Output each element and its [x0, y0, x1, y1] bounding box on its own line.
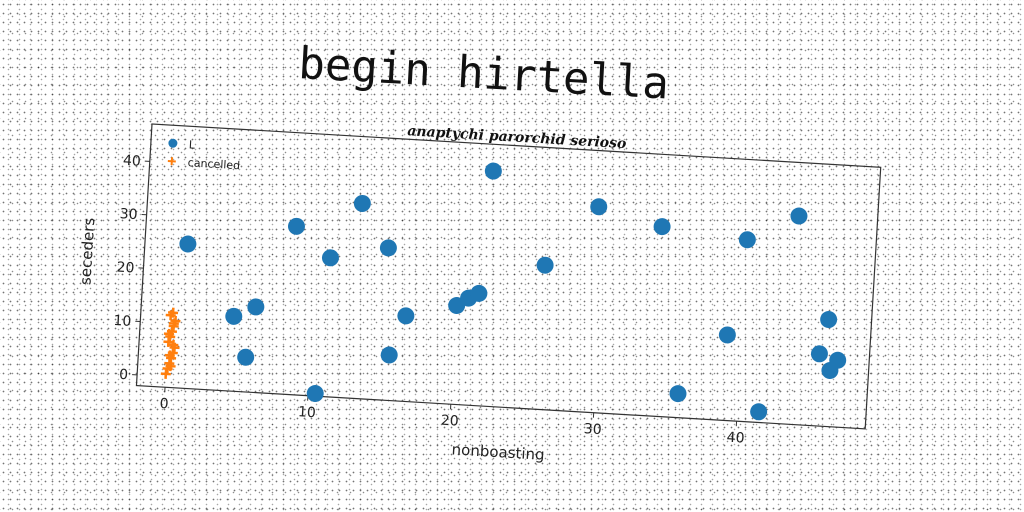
scatter-point-l — [653, 218, 671, 236]
scatter-point-l — [287, 217, 305, 235]
scatter-point-l — [820, 311, 838, 329]
y-axis: 0 10 20 30 40 — [113, 153, 150, 384]
x-tick-label: 0 — [159, 396, 169, 413]
chart-area: 0 10 20 30 40 0 10 20 30 40 anaptychi parorchid … — [76, 123, 882, 464]
scatter-point-l — [669, 385, 687, 403]
scatter-point-cancelled — [160, 368, 171, 379]
scatter-point-cancelled — [163, 328, 174, 339]
scatter-point-l — [470, 284, 488, 302]
legend-marker-cancelled — [167, 157, 176, 166]
x-tick-label: 40 — [726, 430, 745, 447]
scatter-point-l — [353, 194, 371, 212]
scatter-point-l — [306, 384, 324, 402]
scatter-point-l — [397, 307, 415, 325]
scatter-point-l — [590, 198, 608, 216]
scatter-point-l — [237, 348, 255, 366]
legend-label-l: L — [188, 138, 196, 151]
scatter-point-l — [321, 249, 339, 267]
legend-label-cancelled: cancelled — [187, 156, 240, 172]
scatter-point-cancelled — [167, 307, 179, 318]
scatter-point-l — [536, 256, 554, 274]
scatter-point-l — [810, 345, 828, 363]
scatter-point-l — [829, 351, 847, 369]
y-axis-label: seceders — [76, 217, 98, 285]
x-tick-label: 20 — [440, 413, 459, 430]
scatter-point-l — [750, 403, 768, 421]
scatter-point-l — [179, 235, 197, 253]
x-axis: 0 10 20 30 40 — [159, 387, 745, 447]
scatter-point-l — [738, 231, 756, 249]
scatter-point-cancelled — [164, 350, 175, 361]
scatter-point-l — [247, 298, 265, 316]
y-tick-label: 10 — [113, 313, 132, 330]
plot-frame — [135, 123, 882, 430]
y-tick-label: 30 — [119, 206, 138, 223]
x-tick-label: 10 — [298, 404, 317, 421]
scatter-point-cancelled — [165, 361, 176, 372]
scatter-point-l — [380, 346, 398, 364]
scatter-point-l — [225, 307, 243, 325]
legend-marker-l — [168, 138, 178, 148]
scatter-point-l — [379, 239, 397, 257]
y-tick-label: 40 — [122, 153, 141, 170]
x-axis-label: nonboasting — [451, 440, 545, 463]
legend: L cancelled — [167, 138, 241, 172]
y-tick-label: 20 — [116, 260, 135, 277]
data-marks — [160, 162, 847, 421]
scatter-point-l — [718, 326, 736, 344]
scatter-point-cancelled — [168, 318, 179, 329]
chart-title: anaptychi parorchid serioso — [407, 123, 627, 152]
scatter-point-l — [790, 207, 808, 225]
scatter-point-l — [484, 162, 502, 180]
y-tick-label: 0 — [119, 367, 129, 384]
x-tick-label: 30 — [583, 421, 602, 438]
scatter-point-cancelled — [168, 339, 179, 350]
